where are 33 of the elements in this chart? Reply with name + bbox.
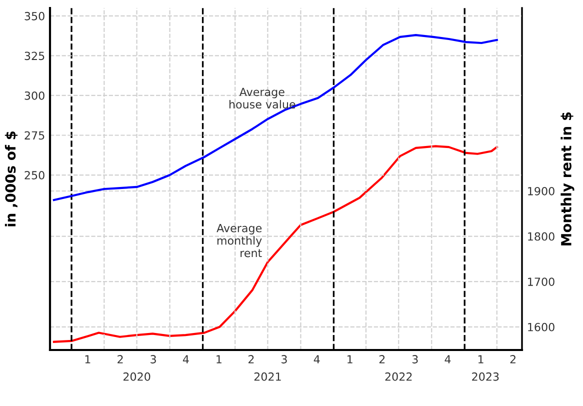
y-tick-label: 300 [24, 91, 44, 100]
x-tick-label: 4 [182, 355, 189, 364]
x-tick-label: 4 [314, 355, 320, 364]
x-tick-label: 2 [248, 355, 254, 364]
y2-tick-label: 1800 [528, 232, 554, 241]
y-tick-label: 350 [24, 12, 44, 20]
x2-tick-label: 2023 [472, 372, 499, 381]
y-tick-label: 325 [24, 52, 44, 60]
x2-tick-label: 2020 [123, 372, 150, 381]
y2-tick-label: 1700 [528, 278, 554, 286]
x2-tick-label: 2021 [254, 372, 281, 381]
x-tick-label: 2 [118, 355, 123, 364]
series-label: Average house value [229, 88, 296, 109]
x-tick-label: 2 [379, 355, 385, 364]
x-tick-label: 2 [510, 355, 516, 364]
x-tick-label: 1 [348, 355, 352, 364]
x-tick-label: 4 [444, 355, 451, 364]
x-tick-label: 3 [150, 355, 156, 364]
series-label: Average monthly rent [216, 224, 262, 258]
x-tick-label: 1 [478, 355, 484, 364]
y2-tick-label: 1900 [528, 186, 554, 196]
y-tick-label: 275 [24, 131, 44, 140]
x-tick-label: 3 [412, 355, 418, 364]
x-tick-label: 1 [216, 355, 222, 364]
x2-tick-label: 2022 [385, 372, 412, 381]
line-series [52, 34, 498, 202]
x-tick-label: 1 [85, 355, 90, 364]
y2-tick-label: 1600 [528, 322, 554, 332]
line-series [52, 145, 498, 343]
y-tick-label: 250 [24, 171, 44, 180]
y-axis-title: in ,000s of $ [4, 131, 18, 226]
x-tick-label: 3 [282, 355, 287, 364]
y2-axis-title: Monthly rent in $ [560, 112, 574, 246]
